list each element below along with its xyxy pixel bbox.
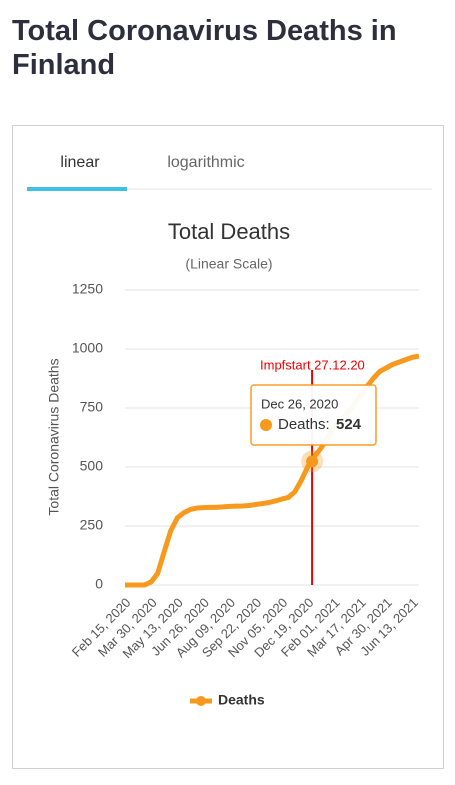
y-tick-label: 1000 (72, 340, 103, 356)
tooltip-date: Dec 26, 2020 (261, 396, 338, 411)
active-tab-indicator (27, 187, 127, 191)
tab-linear[interactable]: linear (60, 154, 100, 171)
legend-label: Deaths (218, 692, 265, 708)
hover-point (306, 455, 319, 468)
y-tick-label: 0 (95, 576, 103, 592)
chart-card (12, 125, 444, 769)
tooltip-label: Deaths: (278, 416, 330, 433)
y-axis-label: Total Coronavirus Deaths (46, 358, 62, 515)
annotation-label: Impfstart 27.12.20 (260, 357, 365, 372)
data-line (125, 353, 420, 588)
y-tick-label: 500 (80, 458, 104, 474)
y-tick-label: 1250 (72, 281, 103, 297)
tooltip-box (250, 384, 377, 446)
page-heading: Total Coronavirus Deaths in Finland (12, 15, 397, 81)
legend-marker (196, 696, 206, 706)
tab-logarithmic[interactable]: logarithmic (167, 154, 244, 171)
tooltip-marker (260, 419, 272, 431)
chart-subtitle: (Linear Scale) (185, 256, 272, 272)
y-tick-label: 250 (80, 517, 104, 533)
tooltip-value: 524 (336, 416, 362, 433)
chart-title: Total Deaths (168, 219, 290, 244)
y-tick-label: 750 (80, 399, 104, 415)
